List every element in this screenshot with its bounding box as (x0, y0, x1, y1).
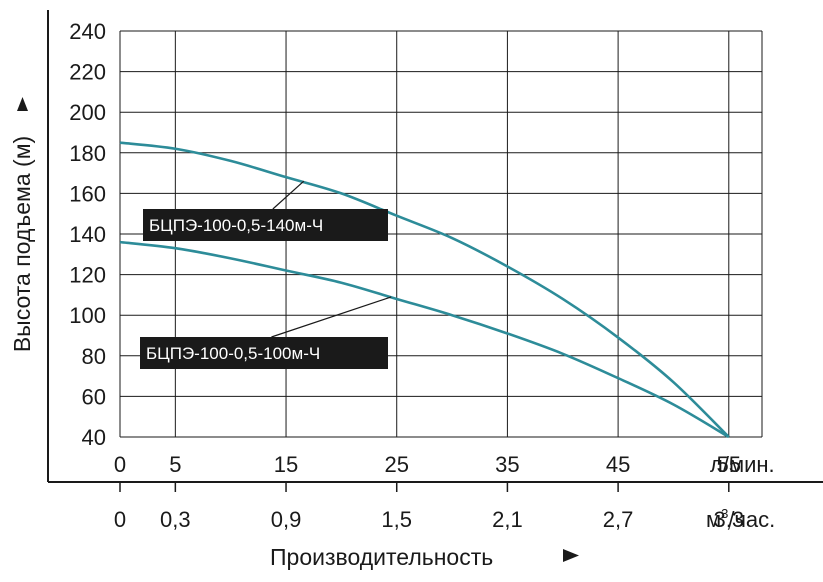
x-tick-label-bottom: 3,3 (713, 507, 744, 532)
y-tick-label: 180 (69, 141, 106, 166)
series-label-text: БЦПЭ-100-0,5-140м-Ч (149, 216, 323, 235)
x-tick-label-bottom: 0,9 (271, 507, 302, 532)
x-tick-label-bottom: 2,1 (492, 507, 523, 532)
tick-labels: 40 60 80 100 120 140 160 180 200 220 240 0 5 15 25 35 45… (69, 19, 744, 532)
x-unit-bottom-prefix: м (706, 507, 721, 532)
series-labels: БЦПЭ-100-0,5-140м-Ч БЦПЭ-100-0,5-100м-Ч (140, 180, 392, 369)
y-tick-label: 80 (82, 344, 106, 369)
y-axis-arrow (17, 97, 28, 111)
x-tick-label-bottom: 0,3 (160, 507, 191, 532)
y-axis-title: Высота подъема (м) (9, 136, 35, 352)
x-tick-label-top: 0 (114, 452, 126, 477)
y-tick-label: 120 (69, 263, 106, 288)
series-label-leader (271, 296, 392, 338)
series-label-leader (272, 180, 305, 210)
x-tick-label-top: 45 (606, 452, 630, 477)
x-tick-label-bottom: 2,7 (603, 507, 634, 532)
x-tick-label-bottom: 0 (114, 507, 126, 532)
y-tick-label: 240 (69, 19, 106, 44)
series-label-box (143, 209, 388, 241)
x-axis-arrow (563, 549, 579, 562)
y-tick-label: 40 (82, 425, 106, 450)
x-axis-title: Производительность (270, 544, 493, 570)
x-unit-bottom: м3/час. (706, 506, 775, 532)
series-label-text: БЦПЭ-100-0,5-100м-Ч (146, 344, 320, 363)
y-tick-label: 140 (69, 222, 106, 247)
y-tick-label: 60 (82, 384, 106, 409)
axes (47, 10, 823, 492)
y-tick-label: 100 (69, 303, 106, 328)
y-tick-label: 160 (69, 181, 106, 206)
y-tick-label: 220 (69, 60, 106, 85)
x-tick-label-top: 15 (274, 452, 298, 477)
x-tick-label-top: 5 (169, 452, 181, 477)
x-unit-top: л/мин. (710, 452, 775, 477)
series-line-2 (119, 240, 730, 439)
x-tick-label-top: 35 (495, 452, 519, 477)
x-tick-label-top: 25 (384, 452, 408, 477)
x-unit-bottom-suffix: /час. (728, 507, 775, 532)
x-tick-label-bottom: 1,5 (381, 507, 412, 532)
series-label-box (140, 337, 388, 369)
x-unit-bottom-sup: 3 (721, 506, 728, 521)
series-line-1 (119, 141, 730, 438)
series-group (119, 141, 730, 439)
x-tick-label-top: 55 (717, 452, 741, 477)
y-tick-label: 200 (69, 100, 106, 125)
